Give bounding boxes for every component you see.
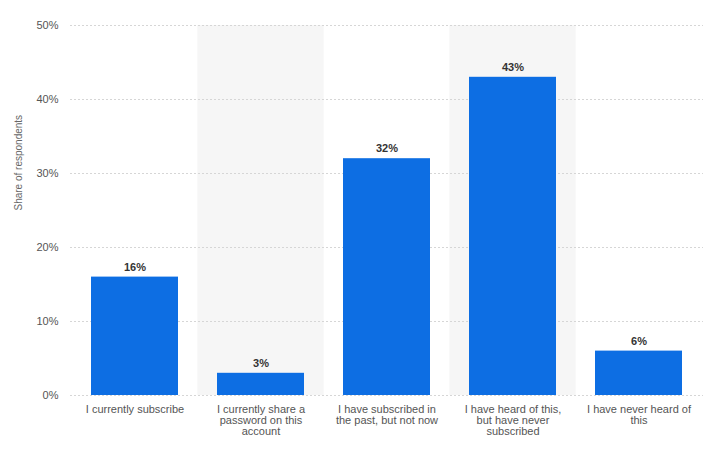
svg-text:Share of respondents: Share of respondents (13, 115, 24, 211)
svg-text:30%: 30% (36, 167, 58, 179)
svg-text:6%: 6% (631, 335, 647, 347)
svg-text:40%: 40% (36, 93, 58, 105)
svg-text:3%: 3% (253, 357, 269, 369)
svg-text:I have heard of this,but have: I have heard of this,but have neversubsc… (465, 403, 562, 437)
svg-text:I currently share apassword on: I currently share apassword on thisaccou… (217, 403, 306, 437)
svg-text:10%: 10% (36, 315, 58, 327)
svg-text:I currently subscribe: I currently subscribe (86, 403, 184, 415)
svg-text:I have never heard ofthis: I have never heard ofthis (587, 403, 692, 426)
svg-text:16%: 16% (124, 261, 146, 273)
svg-text:20%: 20% (36, 241, 58, 253)
svg-text:43%: 43% (502, 61, 524, 73)
svg-text:50%: 50% (36, 19, 58, 31)
svg-text:32%: 32% (376, 142, 398, 154)
svg-text:I have subscribed inthe past,: I have subscribed inthe past, but not no… (336, 403, 438, 426)
svg-text:0%: 0% (43, 389, 59, 401)
